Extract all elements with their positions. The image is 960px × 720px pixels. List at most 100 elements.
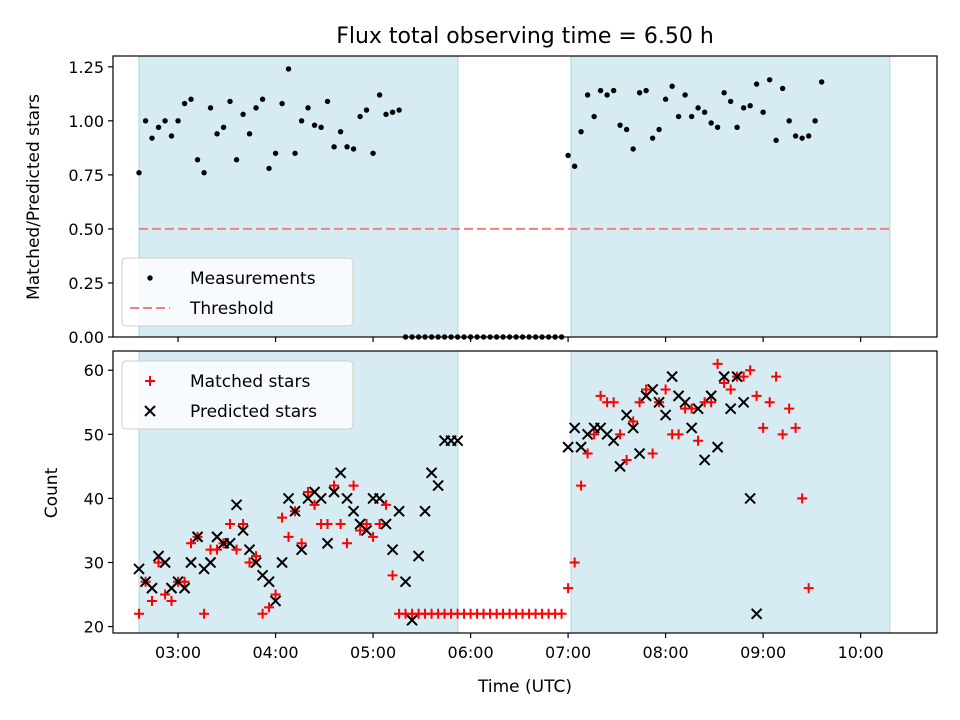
measurement-point <box>344 144 350 150</box>
matched-star-point <box>563 583 574 594</box>
predicted-star-point <box>204 556 217 569</box>
measurement-point <box>649 135 656 141</box>
matched-star-point <box>784 403 795 414</box>
measurement-point <box>630 146 636 152</box>
measurement-point <box>240 111 246 118</box>
measurement-point <box>669 83 675 89</box>
predicted-star-point <box>620 409 633 421</box>
ticks-and-labels: 0.00 0.25 0.50 0.75 1.00 1.25 20 30 40 50 60 03:00 0… <box>68 58 883 662</box>
predicted-star-point <box>224 537 236 549</box>
matched-star-point <box>634 397 645 408</box>
chart-title: Flux total observing time = 6.50 h <box>336 24 714 49</box>
measurement-point <box>220 124 227 131</box>
measurement-point <box>396 107 402 113</box>
axes-frame-bottom <box>112 350 938 634</box>
matched-star-point <box>251 551 262 562</box>
matched-star-point <box>329 480 340 491</box>
measurement-point <box>168 133 175 139</box>
measurement-point <box>383 111 389 118</box>
x-tick-label: 06:00 <box>448 643 494 662</box>
predicted-star-point <box>243 543 256 556</box>
measurement-point <box>357 113 363 120</box>
x-tick-label: 04:00 <box>253 643 299 662</box>
legends: Measurements Threshold Matched stars Predic… <box>121 257 354 430</box>
matched-star-point <box>186 538 197 549</box>
predicted-star-point <box>724 402 737 415</box>
predicted-star-point <box>159 556 171 569</box>
measurement-point <box>727 98 734 105</box>
measurement-point <box>162 118 168 124</box>
predicted-star-point <box>568 422 581 434</box>
matched-star-point <box>309 499 320 510</box>
y-tick-label: 30 <box>84 554 104 573</box>
measurement-point <box>656 126 662 133</box>
matched-star-point <box>368 531 379 542</box>
predicted-star-point <box>328 486 340 498</box>
axes-frames <box>112 55 938 634</box>
matched-star-point <box>244 557 255 568</box>
matched-star-point <box>322 519 333 530</box>
predicted-star-point <box>731 370 743 383</box>
shaded-interval-top-1 <box>570 55 891 338</box>
matched-star-point <box>725 384 736 395</box>
measurement-point <box>272 150 279 156</box>
predicted-star-point <box>692 402 704 415</box>
matched-star-point <box>179 576 190 587</box>
predicted-star-point <box>276 556 288 569</box>
predicted-star-point <box>321 537 334 549</box>
measurement-point <box>578 128 584 135</box>
measurement-point <box>214 131 220 137</box>
predicted-star-point <box>666 370 678 383</box>
measurement-point <box>253 105 259 111</box>
predicted-star-point <box>334 467 347 479</box>
matched-star-point <box>147 595 158 606</box>
measurement-point <box>760 109 766 115</box>
predicted-star-point <box>230 499 243 511</box>
predicted-star-point <box>698 454 711 466</box>
predicted-star-point <box>562 441 574 453</box>
shaded-interval-bottom-1 <box>570 350 891 634</box>
measurement-point <box>318 124 324 131</box>
predicted-star-point <box>711 441 724 453</box>
legend-label: Measurements <box>190 269 316 289</box>
legend-marker-predicted <box>144 405 156 417</box>
matched-star-point <box>335 519 346 530</box>
matched-star-point <box>582 448 593 459</box>
matched-star-point <box>790 422 801 433</box>
predicted-star-point <box>373 492 386 505</box>
matched-star-point <box>361 519 372 530</box>
predicted-star-point <box>705 390 717 402</box>
measurement-point <box>266 165 272 172</box>
predicted-star-point <box>393 505 405 517</box>
legend-marker-matched <box>145 376 155 386</box>
x-tick-label: 09:00 <box>740 643 786 662</box>
matched-star-point <box>693 435 704 446</box>
measurement-point <box>311 122 318 128</box>
matched-star-point <box>556 608 567 619</box>
measurement-point <box>591 113 597 120</box>
x-tick-label: 07:00 <box>545 643 591 662</box>
measurement-point <box>142 118 149 124</box>
matched-star-point <box>283 531 294 542</box>
measurement-point <box>181 100 188 107</box>
measurement-point <box>565 152 571 159</box>
measurement-point <box>636 90 643 96</box>
predicted-star-point <box>412 550 425 562</box>
measurement-point <box>292 150 298 156</box>
predicted-star-point <box>380 518 392 530</box>
matched-star-point <box>374 519 385 530</box>
predicted-star-point <box>347 505 360 517</box>
matched-star-point <box>277 512 288 523</box>
matched-star-point <box>264 602 275 613</box>
matched-star-point <box>712 358 723 369</box>
measurement-point <box>701 109 708 115</box>
predicted-star-point <box>315 492 327 505</box>
measurement-point <box>194 157 201 163</box>
measurement-point <box>747 103 753 109</box>
predicted-star-point <box>250 556 262 569</box>
legend-label: Predicted stars <box>190 402 317 422</box>
predicted-star-point <box>425 467 438 479</box>
predicted-star-point <box>282 492 295 505</box>
predicted-star-point <box>269 595 282 607</box>
top-y-axis-label: Matched/Predicted stars <box>24 94 44 300</box>
